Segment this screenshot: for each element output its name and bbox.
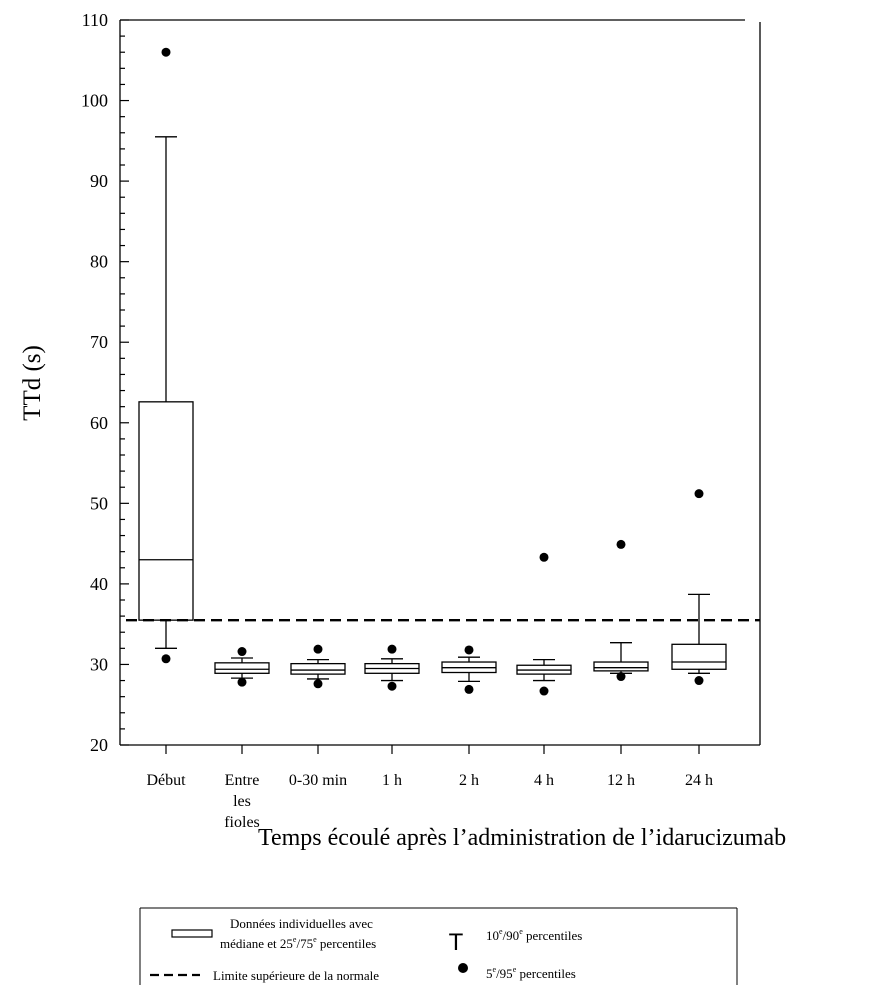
x-tick-label: 2 h xyxy=(459,772,479,789)
box-5 xyxy=(516,552,572,696)
p95-dot xyxy=(313,644,323,654)
iqr-box xyxy=(671,643,727,670)
p95-dot xyxy=(616,539,626,549)
p5-dot xyxy=(313,679,323,689)
p95-dot xyxy=(694,489,704,499)
box-series xyxy=(138,47,727,696)
x-tick-label: 12 h xyxy=(607,772,635,789)
iqr-box xyxy=(138,401,194,621)
iqr-box xyxy=(593,661,649,672)
p95-dot xyxy=(464,645,474,655)
p5-dot xyxy=(539,686,549,696)
legend-dot-symbol xyxy=(458,963,468,973)
x-axis-ticks: Début Entre les fioles 0-30 min 1 h 2 h 4 h 12 h… xyxy=(146,745,713,831)
y-tick-label: 100 xyxy=(81,91,108,111)
box-6 xyxy=(593,539,649,682)
legend-box-symbol xyxy=(171,929,213,938)
y-tick-label: 90 xyxy=(90,171,108,191)
x-tick-label: Entre xyxy=(225,772,260,789)
legend-box-label: Données individuelles avec xyxy=(230,916,373,931)
y-tick-label: 80 xyxy=(90,252,108,272)
box-2 xyxy=(290,644,346,689)
x-tick-label: fioles xyxy=(224,814,260,831)
legend-dot-label: 5e/95e percentiles xyxy=(486,965,576,981)
x-tick-label: Début xyxy=(146,772,186,789)
y-axis-title: TTd (s) xyxy=(19,345,46,421)
y-tick-label: 20 xyxy=(90,735,108,755)
legend-whisker-symbol: T xyxy=(449,929,464,956)
y-axis-ticks: 20 30 40 50 60 70 80 90 100 110 xyxy=(81,10,129,755)
box-7 xyxy=(671,489,727,686)
p5-dot xyxy=(237,677,247,687)
x-axis-title: Temps écoulé après l’administration de l… xyxy=(258,825,786,851)
x-tick-label: 1 h xyxy=(382,772,402,789)
p5-dot xyxy=(464,684,474,694)
y-tick-label: 30 xyxy=(90,654,108,674)
x-tick-label: 0-30 min xyxy=(289,772,347,789)
box-1 xyxy=(214,647,270,687)
x-tick-label: 4 h xyxy=(534,772,554,789)
legend-box-label-2: médiane et 25e/75e percentiles xyxy=(220,935,376,951)
p95-dot xyxy=(237,647,247,657)
p5-dot xyxy=(387,681,397,691)
legend-line-label: Limite supérieure de la normale xyxy=(213,968,379,983)
box-4 xyxy=(441,645,497,694)
p5-dot xyxy=(694,676,704,686)
p95-dot xyxy=(387,644,397,654)
p95-dot xyxy=(161,47,171,57)
iqr-box xyxy=(214,662,270,674)
y-tick-label: 110 xyxy=(82,10,108,30)
p95-dot xyxy=(539,552,549,562)
y-tick-label: 40 xyxy=(90,574,108,594)
y-tick-label: 70 xyxy=(90,332,108,352)
legend-whisker-label: 10e/90e percentiles xyxy=(486,927,582,943)
p5-dot xyxy=(616,672,626,682)
iqr-box xyxy=(290,662,346,675)
y-tick-label: 60 xyxy=(90,413,108,433)
x-tick-label: 24 h xyxy=(685,772,713,789)
y-tick-label: 50 xyxy=(90,493,108,513)
box-0 xyxy=(138,47,194,664)
x-tick-label: les xyxy=(233,793,251,810)
box-3 xyxy=(364,644,420,691)
p5-dot xyxy=(161,654,171,664)
legend: Données individuelles avec médiane et 25… xyxy=(139,907,738,985)
